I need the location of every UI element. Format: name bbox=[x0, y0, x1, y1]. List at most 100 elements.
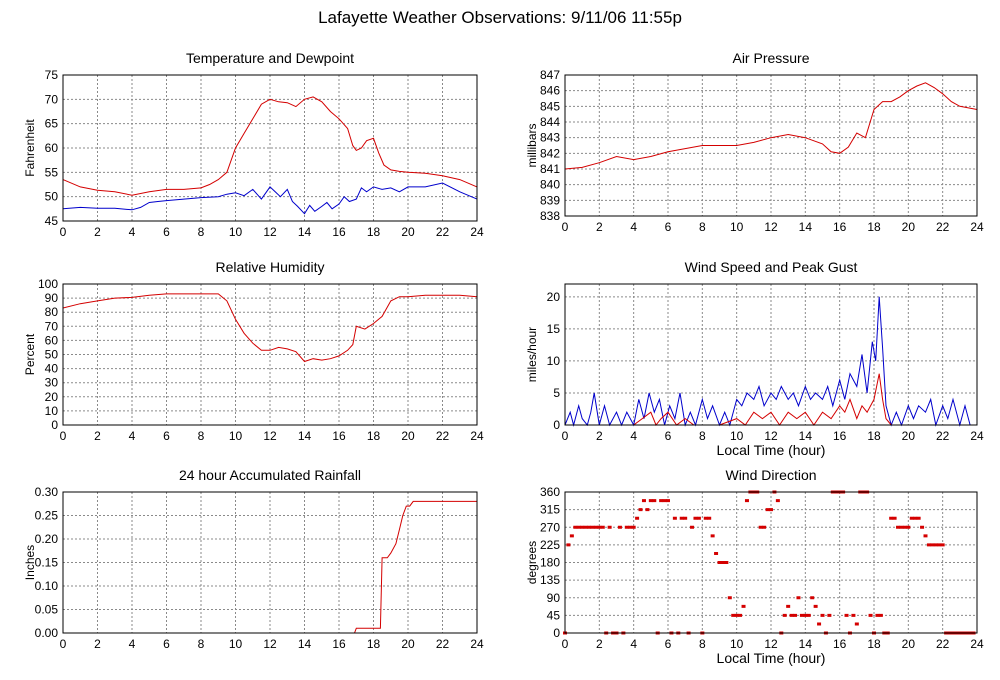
x-tick-label: 18 bbox=[867, 637, 881, 651]
data-point bbox=[782, 613, 787, 617]
y-tick-label: 90 bbox=[547, 591, 561, 605]
data-point bbox=[583, 525, 588, 529]
data-point bbox=[896, 525, 901, 529]
data-point bbox=[696, 516, 701, 520]
data-point bbox=[920, 525, 925, 529]
data-point bbox=[799, 613, 804, 617]
data-point bbox=[789, 613, 794, 617]
y-tick-label: 839 bbox=[540, 193, 560, 207]
x-tick-label: 10 bbox=[229, 429, 243, 443]
x-tick-label: 12 bbox=[263, 429, 277, 443]
data-point bbox=[875, 613, 880, 617]
data-point bbox=[731, 613, 736, 617]
data-point bbox=[597, 525, 602, 529]
x-tick-label: 16 bbox=[833, 637, 847, 651]
y-axis-label: Percent bbox=[23, 333, 37, 375]
data-point bbox=[930, 543, 935, 547]
y-axis-label: millibars bbox=[525, 123, 539, 167]
data-point bbox=[635, 516, 640, 520]
y-tick-label: 841 bbox=[540, 162, 560, 176]
x-axis-label: Local Time (hour) bbox=[717, 650, 826, 666]
grid bbox=[63, 492, 477, 633]
data-point bbox=[820, 613, 825, 617]
data-point bbox=[727, 596, 732, 600]
data-point bbox=[666, 499, 670, 503]
data-point bbox=[758, 525, 763, 529]
data-point bbox=[913, 516, 918, 520]
x-tick-label: 22 bbox=[436, 637, 450, 651]
data-point bbox=[899, 525, 904, 529]
data-point bbox=[714, 551, 719, 555]
y-tick-label: 60 bbox=[45, 333, 59, 347]
y-tick-label: 0.10 bbox=[35, 579, 59, 593]
series-line-1 bbox=[63, 500, 477, 634]
y-tick-label: 0 bbox=[51, 418, 58, 432]
data-point bbox=[717, 561, 722, 564]
data-point bbox=[690, 525, 695, 529]
x-tick-label: 4 bbox=[630, 220, 637, 234]
y-tick-label: 80 bbox=[45, 305, 59, 319]
x-tick-label: 0 bbox=[60, 225, 67, 239]
x-tick-label: 16 bbox=[332, 429, 346, 443]
series-line-1 bbox=[564, 82, 978, 170]
data-point bbox=[937, 543, 942, 547]
x-tick-label: 12 bbox=[263, 637, 277, 651]
x-tick-label: 20 bbox=[902, 429, 916, 443]
data-point bbox=[648, 499, 653, 503]
x-tick-label: 6 bbox=[163, 637, 170, 651]
plot-frame bbox=[62, 491, 478, 634]
series-points bbox=[563, 490, 976, 635]
x-tick-label: 22 bbox=[436, 429, 450, 443]
plot-frame bbox=[62, 74, 478, 222]
y-tick-label: 100 bbox=[38, 277, 58, 291]
x-tick-label: 14 bbox=[298, 429, 312, 443]
x-tick-label: 10 bbox=[730, 429, 744, 443]
data-point bbox=[868, 613, 873, 617]
y-tick-label: 0.00 bbox=[35, 626, 59, 640]
chart-title: Air Pressure bbox=[732, 50, 809, 66]
data-point bbox=[762, 525, 767, 529]
data-point bbox=[744, 499, 749, 503]
data-point bbox=[796, 596, 801, 600]
data-point bbox=[940, 543, 945, 547]
data-point bbox=[659, 499, 664, 503]
x-tick-label: 4 bbox=[129, 429, 136, 443]
plot-frame bbox=[564, 74, 978, 217]
y-tick-label: 0 bbox=[553, 626, 560, 640]
data-point bbox=[683, 516, 688, 520]
y-tick-label: 50 bbox=[45, 190, 59, 204]
series-line-1 bbox=[62, 96, 478, 196]
x-tick-label: 4 bbox=[630, 637, 637, 651]
data-point bbox=[617, 525, 622, 529]
chart-title: Wind Speed and Peak Gust bbox=[685, 259, 858, 275]
x-tick-label: 6 bbox=[163, 225, 170, 239]
y-axis-label: Inches bbox=[23, 545, 37, 580]
y-tick-label: 0.05 bbox=[35, 603, 59, 617]
x-tick-label: 20 bbox=[401, 225, 415, 239]
y-tick-label: 0.15 bbox=[35, 556, 59, 570]
x-tick-label: 16 bbox=[332, 225, 346, 239]
data-point bbox=[923, 534, 928, 538]
x-tick-label: 16 bbox=[833, 429, 847, 443]
data-point bbox=[765, 508, 770, 512]
y-tick-label: 70 bbox=[45, 319, 59, 333]
x-tick-label: 6 bbox=[665, 220, 672, 234]
y-tick-label: 55 bbox=[45, 165, 59, 179]
x-tick-label: 20 bbox=[401, 637, 415, 651]
x-tick-label: 2 bbox=[94, 225, 101, 239]
y-tick-label: 0.20 bbox=[35, 532, 59, 546]
data-point bbox=[573, 525, 578, 529]
y-tick-label: 40 bbox=[45, 362, 59, 376]
x-tick-label: 20 bbox=[401, 429, 415, 443]
y-tick-label: 838 bbox=[540, 209, 560, 223]
x-tick-label: 10 bbox=[229, 225, 243, 239]
data-point bbox=[628, 525, 633, 529]
data-point bbox=[851, 613, 856, 617]
x-tick-label: 24 bbox=[970, 637, 984, 651]
data-point bbox=[738, 613, 743, 617]
x-tick-label: 14 bbox=[799, 429, 813, 443]
series-line-1 bbox=[62, 293, 478, 363]
